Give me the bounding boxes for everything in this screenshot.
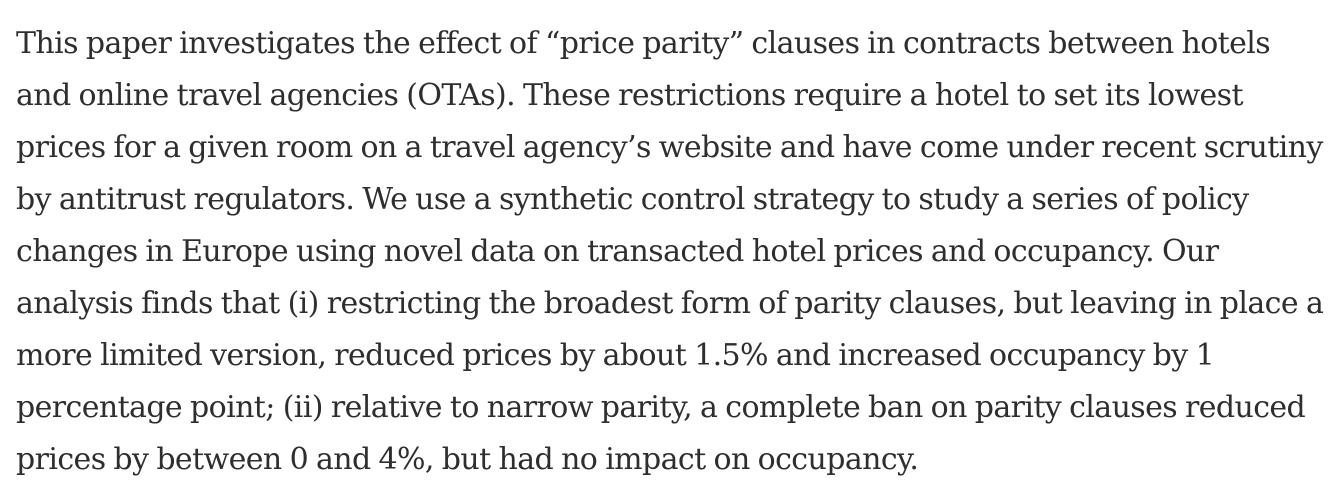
abstract-line: changes in Europe using novel data on tr…	[16, 234, 1219, 269]
abstract-line: and online travel agencies (OTAs). These…	[16, 78, 1244, 113]
abstract-line: prices for a given room on a travel agen…	[16, 130, 1323, 165]
abstract-line: This paper investigates the effect of “p…	[16, 26, 1271, 61]
abstract-line: prices by between 0 and 4%, but had no i…	[16, 442, 919, 477]
abstract-line: by antitrust regulators. We use a synthe…	[16, 182, 1249, 217]
abstract-line: percentage point; (ii) relative to narro…	[16, 390, 1306, 425]
abstract-line: more limited version, reduced prices by …	[16, 338, 1215, 373]
abstract-line: analysis finds that (i) restricting the …	[16, 286, 1324, 321]
